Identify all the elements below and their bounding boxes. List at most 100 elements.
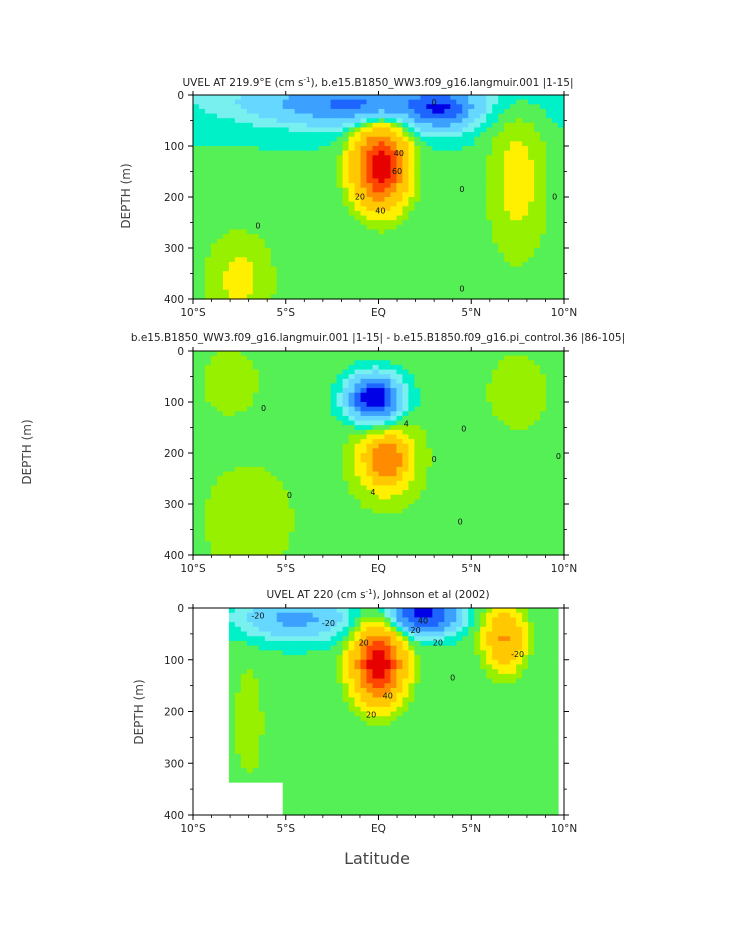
field-cell xyxy=(282,229,290,235)
field-cell xyxy=(438,132,445,138)
field-cell xyxy=(528,178,535,184)
field-cell xyxy=(444,425,451,431)
field-cell xyxy=(408,206,415,212)
field-cell xyxy=(312,453,320,459)
field-cell xyxy=(408,210,415,217)
field-cell xyxy=(468,155,475,161)
field-cell xyxy=(528,224,535,231)
field-cell xyxy=(402,457,410,463)
field-cell xyxy=(378,522,386,528)
field-cell xyxy=(372,439,380,445)
field-cell xyxy=(510,257,517,263)
field-cell xyxy=(306,220,314,226)
field-cell xyxy=(390,127,398,133)
field-cell xyxy=(300,425,308,431)
field-cell xyxy=(522,289,529,295)
field-cell xyxy=(450,466,457,473)
field-cell xyxy=(324,248,332,254)
field-cell xyxy=(354,280,362,286)
field-cell xyxy=(240,183,248,189)
field-cell xyxy=(240,388,248,394)
field-cell xyxy=(558,150,565,156)
field-cell xyxy=(264,411,272,417)
field-cell xyxy=(216,173,224,180)
field-cell xyxy=(462,499,469,505)
field-cell xyxy=(486,443,493,449)
field-cell xyxy=(324,104,332,110)
field-cell xyxy=(354,425,362,431)
field-cell xyxy=(246,173,254,180)
field-cell xyxy=(306,169,314,175)
field-cell xyxy=(438,187,445,193)
field-cell xyxy=(480,462,487,468)
field-cell xyxy=(288,141,296,147)
field-cell xyxy=(498,192,505,198)
field-cell xyxy=(216,402,224,408)
field-cell xyxy=(222,476,230,482)
field-cell xyxy=(384,118,392,124)
field-cell xyxy=(258,545,266,551)
field-cell xyxy=(402,192,410,198)
field-cell xyxy=(330,480,338,487)
field-cell xyxy=(258,224,266,231)
field-cell xyxy=(414,360,421,366)
field-cell xyxy=(318,485,326,491)
field-cell xyxy=(318,415,326,422)
field-cell xyxy=(210,374,218,380)
field-cell xyxy=(534,234,541,240)
field-cell xyxy=(408,280,415,286)
field-cell xyxy=(546,206,553,212)
field-cell xyxy=(234,229,242,235)
field-cell xyxy=(324,522,332,528)
field-cell xyxy=(468,178,475,184)
field-cell xyxy=(378,536,386,542)
field-cell xyxy=(438,127,445,133)
field-cell xyxy=(216,369,224,375)
field-cell xyxy=(246,210,254,217)
field-cell xyxy=(193,508,200,514)
field-cell xyxy=(216,271,224,277)
field-cell xyxy=(228,197,236,203)
field-cell xyxy=(444,351,451,357)
x-tick-label: EQ xyxy=(371,307,386,319)
field-cell xyxy=(486,229,493,235)
field-cell xyxy=(258,364,266,371)
field-cell xyxy=(318,550,326,556)
field-cell xyxy=(252,271,260,277)
field-cell xyxy=(264,215,272,221)
field-cell xyxy=(246,155,254,161)
field-cell xyxy=(474,118,481,124)
field-cell xyxy=(246,113,254,119)
field-cell xyxy=(276,197,284,203)
field-cell xyxy=(414,266,421,272)
field-cell xyxy=(288,220,296,226)
field-cell xyxy=(444,476,451,482)
field-cell xyxy=(372,388,380,394)
field-cell xyxy=(372,545,380,551)
field-cell xyxy=(540,178,547,184)
field-cell xyxy=(282,536,290,542)
field-cell xyxy=(342,402,350,408)
field-cell xyxy=(444,173,451,180)
field-cell xyxy=(330,448,338,454)
field-cell xyxy=(240,220,248,226)
field-cell xyxy=(342,127,350,133)
field-cell xyxy=(432,536,439,542)
field-cell xyxy=(204,266,212,272)
field-cell xyxy=(228,234,236,240)
field-cell xyxy=(432,439,439,445)
field-cell xyxy=(468,476,475,482)
field-cell xyxy=(336,141,344,147)
field-cell xyxy=(330,118,338,124)
field-cell xyxy=(402,355,410,361)
field-cell xyxy=(426,257,433,263)
field-cell xyxy=(516,146,523,152)
field-cell xyxy=(432,280,439,286)
field-cell xyxy=(480,187,487,193)
field-cell xyxy=(378,392,386,398)
field-cell xyxy=(222,434,230,440)
field-cell xyxy=(408,155,415,161)
field-cell xyxy=(510,104,517,110)
field-cell xyxy=(282,271,290,277)
field-cell xyxy=(402,448,410,454)
